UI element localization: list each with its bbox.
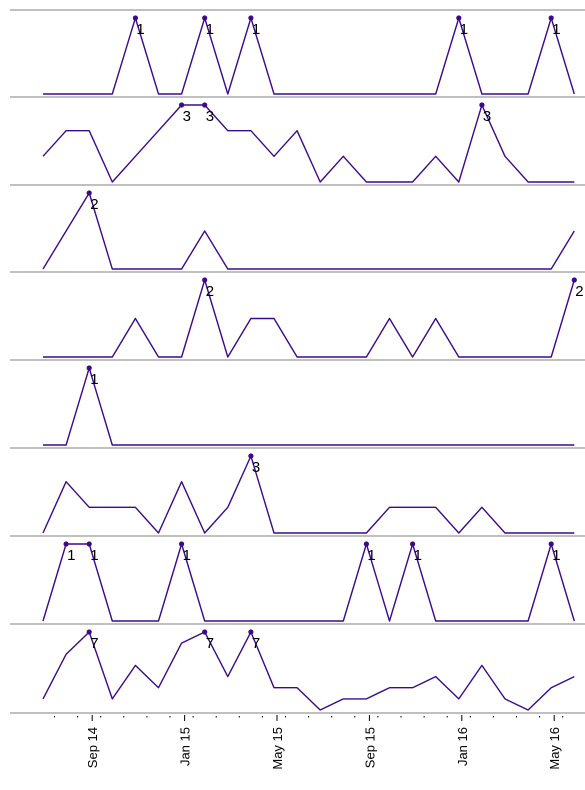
peak-marker (456, 15, 462, 21)
peak-value-label: 1 (460, 21, 468, 38)
panel-8: 7 7 7 (42, 629, 575, 711)
x-tick-label: Sep 14 (85, 727, 100, 768)
peak-marker (202, 629, 208, 635)
peak-marker (571, 277, 577, 283)
x-tick-label: Sep 15 (362, 727, 377, 768)
peak-value-label: 1 (90, 371, 98, 388)
peak-value-label: 1 (552, 547, 560, 564)
peak-marker (86, 629, 92, 635)
peak-value-label: 2 (206, 283, 214, 300)
peak-value-label: 2 (90, 196, 98, 213)
minor-tick (492, 716, 494, 718)
x-tick-label: May 15 (270, 727, 285, 770)
minor-tick (308, 716, 310, 718)
peak-marker (86, 365, 92, 371)
series-line (42, 455, 575, 534)
peak-value-label: 7 (90, 635, 98, 652)
minor-tick (539, 716, 541, 718)
peak-marker (202, 15, 208, 21)
minor-tick (423, 716, 425, 718)
peak-value-label: 1 (252, 21, 260, 38)
peak-value-label: 3 (252, 459, 260, 476)
minor-tick (469, 716, 471, 718)
minor-tick (169, 716, 171, 718)
minor-tick (516, 716, 517, 718)
peak-value-label: 3 (183, 108, 191, 125)
minor-tick (238, 716, 240, 718)
x-tick-label: Jan 15 (178, 727, 193, 766)
peak-marker (86, 541, 92, 547)
minor-tick (146, 716, 148, 718)
minor-tick (77, 716, 79, 718)
series-line (42, 192, 575, 270)
minor-tick (400, 716, 402, 718)
minor-tick (192, 716, 194, 718)
peak-value-label: 1 (136, 21, 144, 38)
peak-marker (202, 277, 208, 283)
panel-3: 2 (42, 190, 575, 270)
series-line (43, 367, 575, 446)
series-line (42, 104, 575, 183)
minor-tick (377, 716, 379, 718)
series-line (42, 631, 575, 711)
peak-value-label: 1 (67, 547, 75, 564)
minor-tick (215, 716, 217, 718)
peak-value-label: 7 (252, 635, 260, 652)
peak-marker (86, 190, 92, 196)
peak-value-label: 3 (483, 108, 491, 125)
peak-marker (363, 541, 369, 547)
peak-marker (202, 102, 208, 108)
peak-marker (179, 541, 185, 547)
series-line (43, 17, 575, 95)
peak-value-label: 1 (367, 547, 375, 564)
minor-tick (285, 716, 286, 718)
peak-value-label: 1 (183, 547, 191, 564)
peak-value-label: 1 (90, 547, 98, 564)
series-line (42, 543, 575, 622)
peak-marker (179, 102, 185, 108)
x-tick-label: May 16 (547, 727, 562, 770)
peak-marker (410, 541, 416, 547)
minor-tick (354, 716, 356, 718)
x-tick-label: Jan 16 (455, 727, 470, 766)
peak-value-label: 3 (206, 108, 214, 125)
minor-tick (261, 716, 263, 718)
peak-marker (63, 541, 69, 547)
x-axis: Sep 14 Jan 15 May 15 Sep 15 Jan 16 May 16 (54, 715, 564, 770)
peak-value-label: 1 (552, 21, 560, 38)
minor-tick (100, 716, 102, 718)
peak-marker (248, 453, 254, 459)
peak-value-label: 2 (575, 283, 583, 300)
panel-5: 1 (43, 365, 575, 446)
peak-value-label: 1 (414, 547, 422, 564)
peak-marker (548, 541, 554, 547)
minor-tick (331, 716, 333, 718)
panel-6: 3 (42, 453, 575, 534)
panel-1: 1 1 1 1 1 (43, 15, 575, 95)
peak-value-label: 7 (206, 635, 214, 652)
peak-marker (479, 102, 485, 108)
minor-tick (54, 716, 55, 718)
peak-marker (132, 15, 138, 21)
series-line (43, 279, 575, 358)
minor-tick (562, 716, 564, 718)
minor-tick (123, 716, 125, 718)
minor-tick (446, 716, 448, 718)
peak-marker (548, 15, 554, 21)
peak-marker (248, 629, 254, 635)
peak-value-label: 1 (206, 21, 214, 38)
peak-marker (248, 15, 254, 21)
